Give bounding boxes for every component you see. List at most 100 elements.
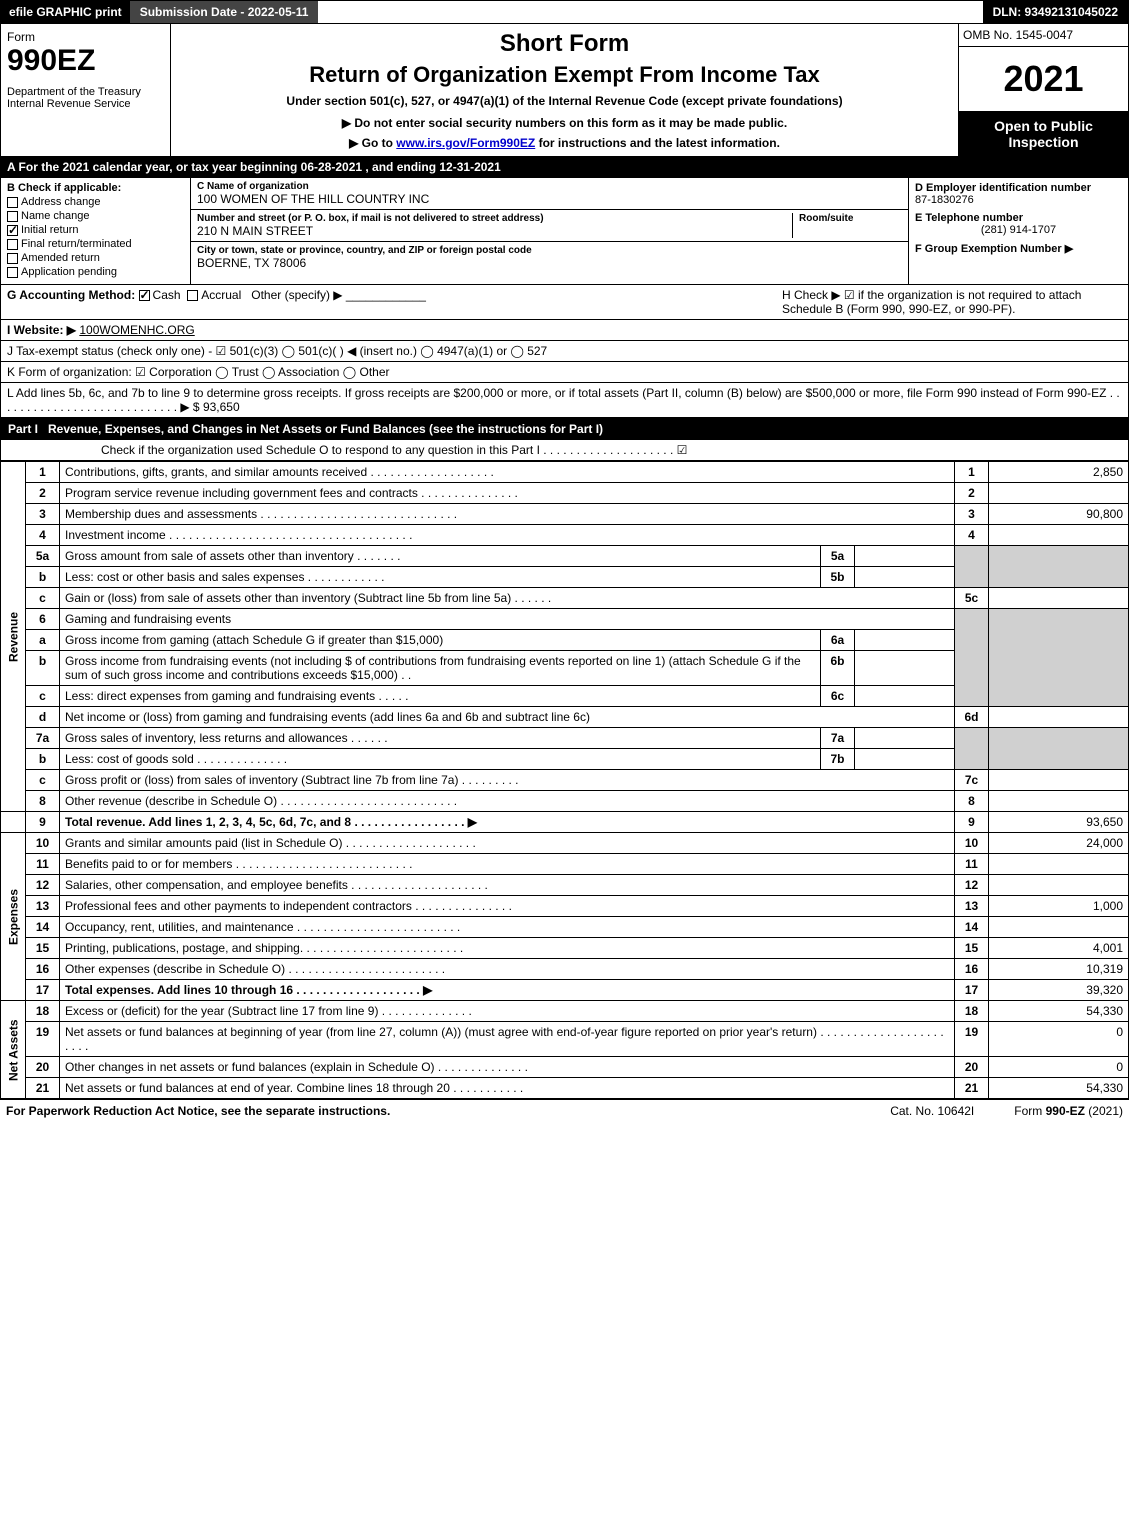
table-row: 13 Professional fees and other payments … [1, 896, 1129, 917]
line-desc: Total expenses. Add lines 10 through 16 … [60, 980, 955, 1001]
check-name-change[interactable]: Name change [7, 210, 184, 222]
org-name: 100 WOMEN OF THE HILL COUNTRY INC [197, 192, 902, 206]
g-cash-checkbox[interactable] [139, 290, 150, 301]
line-num: c [26, 686, 60, 707]
table-row: 6 Gaming and fundraising events [1, 609, 1129, 630]
i-label: I Website: ▶ [7, 323, 76, 337]
footer-right-suffix: (2021) [1085, 1104, 1123, 1118]
line-num: 12 [26, 875, 60, 896]
line-desc: Gross profit or (loss) from sales of inv… [60, 770, 955, 791]
line-desc: Other expenses (describe in Schedule O) … [60, 959, 955, 980]
line-subamt [855, 630, 955, 651]
efile-print-label[interactable]: efile GRAPHIC print [1, 1, 130, 23]
part1-check-line: Check if the organization used Schedule … [0, 440, 1129, 461]
line-ref: 16 [955, 959, 989, 980]
table-row: c Gross profit or (loss) from sales of i… [1, 770, 1129, 791]
check-application-pending[interactable]: Application pending [7, 266, 184, 278]
line-num: 10 [26, 833, 60, 854]
part1-table: Revenue 1 Contributions, gifts, grants, … [0, 461, 1129, 1099]
check-label: Amended return [21, 252, 100, 264]
line-amt [989, 707, 1129, 728]
line-ref: 8 [955, 791, 989, 812]
line-desc: Other changes in net assets or fund bala… [60, 1057, 955, 1078]
check-label: Application pending [21, 266, 117, 278]
table-row: d Net income or (loss) from gaming and f… [1, 707, 1129, 728]
form-number: 990EZ [7, 44, 164, 78]
line-amt: 2,850 [989, 462, 1129, 483]
check-address-change[interactable]: Address change [7, 196, 184, 208]
line-num: 18 [26, 1001, 60, 1022]
line-desc: Gross amount from sale of assets other t… [60, 546, 821, 567]
goto-suffix: for instructions and the latest informat… [535, 136, 780, 150]
line-num: a [26, 630, 60, 651]
line-num: c [26, 588, 60, 609]
irs-link[interactable]: www.irs.gov/Form990EZ [396, 136, 535, 150]
line-amt: 24,000 [989, 833, 1129, 854]
footer-left: For Paperwork Reduction Act Notice, see … [6, 1104, 390, 1118]
org-name-label: C Name of organization [197, 181, 902, 192]
line-desc: Membership dues and assessments . . . . … [60, 504, 955, 525]
check-initial-return[interactable]: Initial return [7, 224, 184, 236]
col-c-org-info: C Name of organization 100 WOMEN OF THE … [191, 178, 908, 284]
table-row: 5a Gross amount from sale of assets othe… [1, 546, 1129, 567]
header-center: Short Form Return of Organization Exempt… [171, 24, 958, 156]
shaded-cell [955, 546, 989, 588]
check-amended-return[interactable]: Amended return [7, 252, 184, 264]
footer-right: Form 990-EZ (2021) [1014, 1104, 1123, 1118]
table-row: 12 Salaries, other compensation, and emp… [1, 875, 1129, 896]
line-desc: Gain or (loss) from sale of assets other… [60, 588, 955, 609]
line-ref: 14 [955, 917, 989, 938]
check-final-return[interactable]: Final return/terminated [7, 238, 184, 250]
table-row: 3 Membership dues and assessments . . . … [1, 504, 1129, 525]
line-num: 4 [26, 525, 60, 546]
line-subref: 7b [821, 749, 855, 770]
line-num: 7a [26, 728, 60, 749]
line-desc: Other revenue (describe in Schedule O) .… [60, 791, 955, 812]
shaded-cell [955, 728, 989, 770]
table-row: 16 Other expenses (describe in Schedule … [1, 959, 1129, 980]
check-label: Final return/terminated [21, 238, 132, 250]
line-num: b [26, 651, 60, 686]
line-desc: Investment income . . . . . . . . . . . … [60, 525, 955, 546]
line-subref: 6c [821, 686, 855, 707]
line-amt: 54,330 [989, 1078, 1129, 1099]
g-accrual-checkbox[interactable] [187, 290, 198, 301]
line-num: 15 [26, 938, 60, 959]
row-h: H Check ▶ ☑ if the organization is not r… [782, 288, 1122, 316]
line-amt: 90,800 [989, 504, 1129, 525]
g-accrual: Accrual [201, 288, 241, 302]
room-label: Room/suite [799, 213, 902, 224]
line-amt: 93,650 [989, 812, 1129, 833]
header-right: OMB No. 1545-0047 2021 Open to Public In… [958, 24, 1128, 156]
line-ref: 15 [955, 938, 989, 959]
org-city: BOERNE, TX 78006 [197, 256, 902, 270]
form-year: 2021 [959, 47, 1128, 112]
line-subamt [855, 686, 955, 707]
line-num: 17 [26, 980, 60, 1001]
shaded-cell [989, 546, 1129, 588]
website-value[interactable]: 100WOMENHC.ORG [79, 323, 194, 337]
line-num: 21 [26, 1078, 60, 1099]
line-ref: 17 [955, 980, 989, 1001]
line-desc: Net assets or fund balances at end of ye… [60, 1078, 955, 1099]
row-i: I Website: ▶ 100WOMENHC.ORG [0, 320, 1129, 341]
g-other: Other (specify) ▶ [251, 288, 342, 302]
goto-prefix: ▶ Go to [349, 136, 396, 150]
line-desc: Contributions, gifts, grants, and simila… [60, 462, 955, 483]
line-ref: 1 [955, 462, 989, 483]
table-row: 19 Net assets or fund balances at beginn… [1, 1022, 1129, 1057]
line-desc: Gross income from gaming (attach Schedul… [60, 630, 821, 651]
phone-value: (281) 914-1707 [915, 224, 1122, 236]
group-exemption-label: F Group Exemption Number ▶ [915, 242, 1122, 255]
netassets-side-label: Net Assets [1, 1001, 26, 1099]
footer-catno: Cat. No. 10642I [890, 1104, 974, 1118]
line-ref: 5c [955, 588, 989, 609]
org-addr: 210 N MAIN STREET [197, 224, 792, 238]
line-amt: 10,319 [989, 959, 1129, 980]
footer-right-prefix: Form [1014, 1104, 1045, 1118]
org-name-row: C Name of organization 100 WOMEN OF THE … [191, 178, 908, 210]
line-ref: 6d [955, 707, 989, 728]
table-row: c Gain or (loss) from sale of assets oth… [1, 588, 1129, 609]
check-label: Address change [21, 196, 101, 208]
table-row: 2 Program service revenue including gove… [1, 483, 1129, 504]
